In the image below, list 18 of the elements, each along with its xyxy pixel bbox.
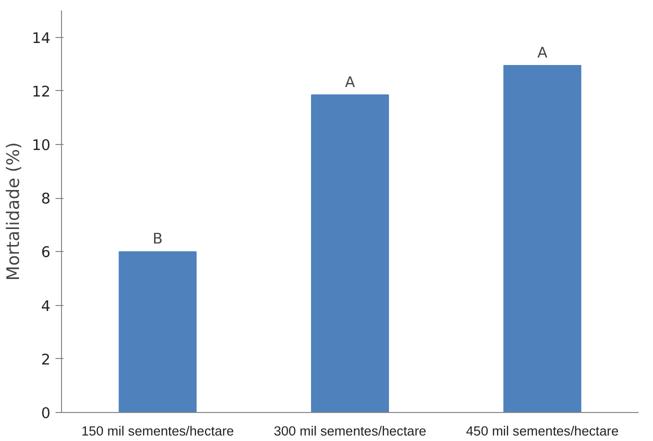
y-tick-label: 2: [41, 351, 51, 368]
x-tick-label: 450 mil sementes/hectare: [466, 424, 619, 438]
y-tick-label: 14: [32, 30, 51, 47]
y-axis-title: Mortalidade (%): [4, 142, 24, 281]
y-tick-label: 10: [32, 137, 51, 154]
bar: [118, 251, 197, 412]
bar: [503, 64, 582, 412]
bar: [311, 94, 389, 412]
x-tick-label: 150 mil sementes/hectare: [81, 424, 234, 438]
x-tick-label: 300 mil sementes/hectare: [274, 424, 426, 438]
annotation: B: [152, 230, 163, 248]
annotation: A: [344, 74, 356, 91]
y-tick-label: 4: [41, 298, 51, 315]
y-tick-label: 0: [41, 405, 51, 422]
y-tick-label: 6: [41, 244, 51, 262]
annotation: A: [537, 44, 548, 62]
y-tick-label: 8: [41, 190, 51, 208]
y-tick-label: 12: [32, 83, 51, 100]
